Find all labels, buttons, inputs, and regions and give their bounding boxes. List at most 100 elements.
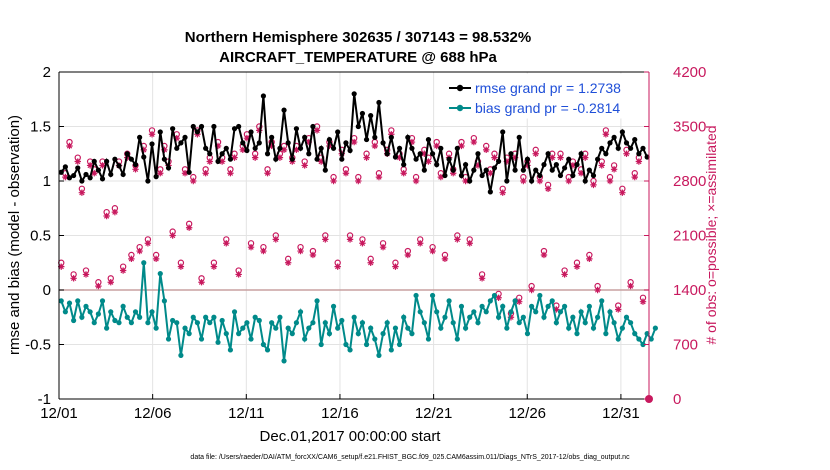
obs-assimilated-point: [181, 170, 189, 177]
obs-assimilated-point: [619, 189, 626, 196]
bias-point: [409, 331, 415, 337]
bias-point: [623, 314, 630, 320]
bias-point: [170, 317, 176, 324]
bias-point: [384, 320, 390, 326]
bias-point: [396, 341, 403, 348]
bias-point: [161, 298, 167, 304]
rmse-point: [388, 134, 394, 140]
bias-point: [545, 303, 551, 309]
rmse-point: [380, 140, 386, 146]
bias-point: [504, 325, 510, 331]
bias-point: [215, 339, 221, 345]
obs-assimilated-point: [132, 166, 139, 173]
obs-assimilated-point: [425, 158, 432, 165]
obs-assimilated-point: [107, 279, 114, 286]
rmse-point: [586, 167, 592, 173]
bias-point: [223, 331, 229, 337]
obs-assimilated-point: [214, 142, 222, 150]
rmse-point: [252, 145, 258, 151]
rmse-point: [355, 123, 361, 130]
bias-point: [108, 309, 114, 315]
bias-point: [289, 331, 295, 337]
bias-point: [194, 320, 201, 326]
obs-assimilated-point: [549, 154, 556, 161]
x-tick-label: 12/16: [321, 405, 359, 422]
y2-tick-label: 3500: [673, 119, 706, 136]
bias-point: [508, 309, 514, 315]
bias-point: [87, 309, 93, 315]
obs-assimilated-point: [375, 173, 383, 181]
obs-assimilated-point: [243, 134, 251, 142]
obs-assimilated-point: [346, 236, 354, 243]
rmse-point: [475, 151, 481, 157]
bias-point: [454, 336, 460, 342]
rmse-point: [170, 126, 176, 132]
obs-assimilated-point: [293, 146, 300, 154]
bias-point: [116, 320, 122, 326]
obs-assimilated-point: [66, 142, 73, 150]
obs-assimilated-point: [528, 286, 535, 294]
rmse-point: [516, 134, 522, 140]
obs-assimilated-point: [433, 142, 440, 150]
rmse-point: [165, 165, 172, 171]
obs-assimilated-point: [520, 177, 527, 185]
bias-point: [417, 309, 423, 315]
y2-tick-label: 700: [673, 337, 698, 354]
bias-series-layer: [58, 260, 658, 364]
rmse-point: [112, 156, 118, 162]
rmse-point: [351, 91, 357, 97]
rmse-point: [62, 164, 68, 170]
rmse-point: [231, 126, 238, 132]
y2-tick-label: 4200: [673, 64, 706, 81]
rmse-point: [462, 162, 469, 168]
rmse-point: [194, 129, 201, 135]
rmse-point: [215, 158, 221, 164]
rmse-point: [269, 134, 275, 140]
bias-point: [124, 314, 130, 320]
rmse-point: [636, 151, 642, 157]
bias-point: [207, 320, 213, 326]
rmse-point: [207, 151, 213, 157]
bias-point: [104, 325, 110, 331]
rmse-point: [124, 151, 130, 157]
bias-point: [434, 309, 440, 315]
obs-assimilated-point: [210, 263, 218, 270]
obs-assimilated-point: [91, 170, 98, 177]
bias-point: [462, 325, 469, 331]
obs-assimilated-point: [206, 158, 213, 165]
rmse-point: [471, 167, 477, 173]
obs-assimilated-point: [388, 131, 395, 138]
rmse-point: [578, 151, 584, 157]
bias-point: [611, 320, 617, 326]
obs-assimilated-point: [532, 150, 539, 157]
bias-point: [91, 320, 97, 326]
obs-assimilated-point: [148, 131, 156, 138]
obs-assimilated-point: [177, 263, 185, 270]
obs-assimilated-point: [268, 142, 275, 150]
obs-assimilated-point: [95, 282, 102, 290]
rmse-point: [623, 140, 630, 146]
rmse-point: [491, 165, 498, 171]
rmse-point: [203, 145, 209, 151]
obs-assimilated-point: [594, 286, 601, 294]
bias-point: [145, 320, 151, 326]
bias-point: [368, 325, 374, 331]
y2-axis-label: # of obs: o=possible; ×=assimilated: [703, 125, 719, 344]
rmse-point: [376, 99, 382, 106]
bias-point: [355, 331, 361, 337]
rmse-point: [211, 123, 217, 130]
obs-assimilated-point: [82, 271, 90, 278]
rmse-point: [615, 145, 621, 151]
x-tick-label: 12/26: [508, 405, 546, 422]
obs-assimilated-point: [231, 154, 238, 161]
rmse-point: [87, 175, 93, 181]
bias-point: [157, 271, 163, 277]
bias-point: [281, 358, 287, 364]
bias-point: [388, 347, 394, 353]
bias-point: [652, 325, 658, 331]
bias-point: [359, 320, 366, 326]
obs-assimilated-point: [317, 158, 325, 165]
rmse-point: [425, 136, 432, 143]
rmse-point: [277, 145, 283, 151]
bias-point: [405, 325, 411, 331]
